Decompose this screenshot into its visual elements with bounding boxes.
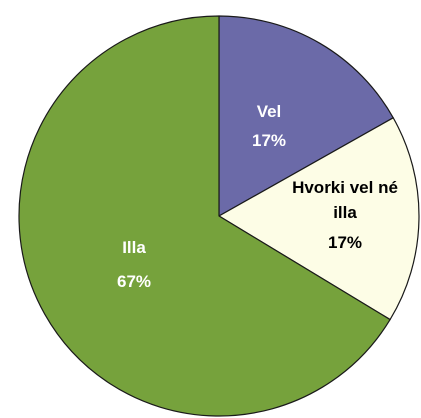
pie-slice-2-value-label: 67% <box>117 272 151 291</box>
pie-slice-1 <box>218 117 420 321</box>
pie-labels: Vel 17% Hvorki vel né illa 17% Illa 67% <box>117 102 398 291</box>
pie-slice-0-name-label: Vel <box>257 102 282 121</box>
pie-slices <box>18 15 420 417</box>
pie-slice-1-name-label: illa <box>333 203 357 222</box>
pie-slice-1-name-label: Hvorki vel né <box>292 178 398 197</box>
pie-slice-0-value-label: 17% <box>252 131 286 150</box>
pie-slice-0 <box>218 15 394 217</box>
pie-slice-2 <box>18 15 391 417</box>
pie-slice-2-name-label: Illa <box>122 238 146 257</box>
pie-slice-1-value-label: 17% <box>328 233 362 252</box>
